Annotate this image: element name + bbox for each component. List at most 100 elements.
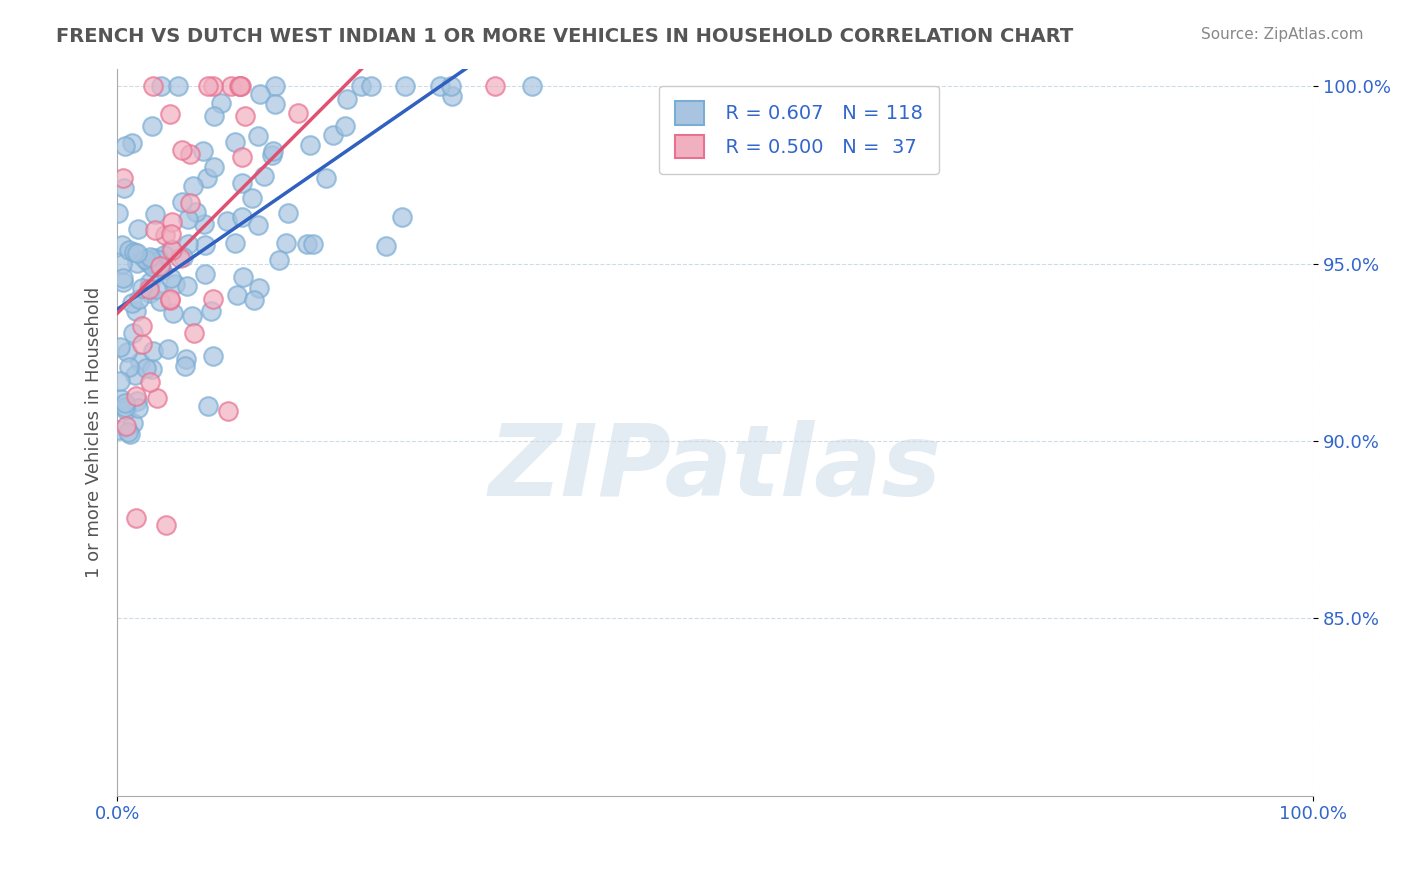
French: [394, 79, 416, 94]
French: [193, 267, 215, 281]
French: [112, 181, 135, 195]
Dutch West Indians: [160, 227, 183, 241]
French: [162, 306, 184, 320]
French: [121, 296, 143, 310]
French: [110, 340, 132, 354]
French: [127, 401, 149, 415]
Dutch West Indians: [183, 326, 205, 341]
Dutch West Indians: [131, 337, 153, 351]
Dutch West Indians: [153, 227, 176, 242]
French: [110, 392, 132, 406]
French: [391, 210, 413, 224]
French: [160, 243, 183, 257]
Dutch West Indians: [146, 392, 169, 406]
French: [142, 254, 165, 268]
French: [298, 138, 321, 153]
French: [172, 250, 194, 264]
French: [322, 128, 344, 142]
Legend:   R = 0.607   N = 118,   R = 0.500   N =  37: R = 0.607 N = 118, R = 0.500 N = 37: [659, 86, 939, 174]
French: [141, 362, 163, 376]
French: [264, 97, 287, 112]
French: [194, 238, 217, 252]
French: [114, 400, 136, 414]
French: [117, 425, 139, 439]
French: [224, 135, 246, 149]
Dutch West Indians: [125, 389, 148, 403]
French: [374, 239, 396, 253]
Dutch West Indians: [287, 106, 309, 120]
French: [174, 351, 197, 366]
Dutch West Indians: [160, 243, 183, 257]
French: [184, 204, 207, 219]
Dutch West Indians: [112, 171, 135, 186]
Dutch West Indians: [159, 293, 181, 308]
French: [125, 256, 148, 270]
French: [247, 129, 270, 144]
Dutch West Indians: [169, 251, 191, 265]
French: [149, 293, 172, 308]
French: [176, 279, 198, 293]
French: [243, 293, 266, 307]
French: [441, 89, 464, 103]
French: [224, 236, 246, 251]
French: [131, 281, 153, 295]
French: [139, 250, 162, 264]
Dutch West Indians: [143, 223, 166, 237]
Dutch West Indians: [217, 404, 239, 418]
French: [231, 176, 253, 190]
Dutch West Indians: [229, 79, 252, 94]
French: [232, 269, 254, 284]
French: [142, 344, 165, 359]
French: [148, 253, 170, 268]
French: [315, 170, 337, 185]
Dutch West Indians: [142, 79, 165, 94]
French: [153, 248, 176, 262]
French: [141, 119, 163, 133]
French: [110, 257, 132, 271]
French: [150, 263, 173, 277]
French: [520, 79, 543, 94]
French: [225, 287, 247, 301]
French: [247, 281, 270, 295]
French: [124, 368, 146, 383]
Text: Source: ZipAtlas.com: Source: ZipAtlas.com: [1201, 27, 1364, 42]
French: [302, 236, 325, 251]
French: [336, 93, 359, 107]
French: [193, 218, 215, 232]
Dutch West Indians: [179, 196, 201, 211]
French: [274, 235, 297, 250]
Dutch West Indians: [228, 79, 250, 94]
French: [262, 148, 284, 162]
French: [165, 277, 187, 292]
French: [191, 144, 214, 158]
French: [111, 276, 134, 290]
French: [108, 375, 131, 389]
French: [209, 95, 232, 110]
Dutch West Indians: [124, 510, 146, 524]
Dutch West Indians: [197, 79, 219, 94]
French: [360, 79, 382, 94]
French: [177, 236, 200, 251]
Dutch West Indians: [138, 282, 160, 296]
Y-axis label: 1 or more Vehicles in Household: 1 or more Vehicles in Household: [86, 286, 103, 578]
French: [125, 246, 148, 260]
French: [118, 359, 141, 374]
French: [333, 120, 356, 134]
French: [115, 402, 138, 417]
French: [217, 213, 239, 227]
Dutch West Indians: [131, 318, 153, 333]
French: [177, 211, 200, 226]
French: [156, 342, 179, 356]
French: [108, 423, 131, 437]
French: [145, 282, 167, 296]
French: [247, 218, 270, 232]
Dutch West Indians: [162, 215, 184, 229]
Dutch West Indians: [139, 375, 162, 389]
French: [350, 79, 373, 94]
French: [429, 79, 451, 94]
French: [112, 271, 135, 285]
French: [297, 237, 319, 252]
Dutch West Indians: [235, 109, 257, 123]
Dutch West Indians: [172, 143, 194, 157]
French: [111, 237, 134, 252]
